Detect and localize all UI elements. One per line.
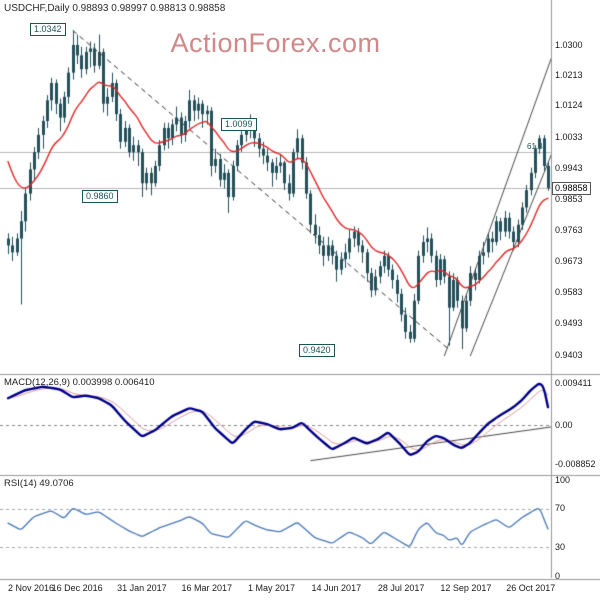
- price-axis-label: 1.0213: [555, 69, 583, 80]
- price-axis-label: 0.9493: [555, 318, 583, 329]
- date-axis-label: 28 Jul 2017: [377, 583, 425, 593]
- date-axis-label: 16 Dec 2016: [51, 583, 103, 593]
- rsi-axis-label: 70: [555, 503, 566, 514]
- rsi-axis-label: 100: [555, 474, 571, 485]
- rsi-axis-label: 0: [555, 570, 561, 581]
- fib-level-label: 61.8: [527, 142, 543, 151]
- current-price-tag: 0.98858: [552, 182, 591, 195]
- price-axis-label: 0.9403: [555, 349, 583, 360]
- price-axis-label: 0.9583: [555, 287, 583, 298]
- price-annotation: 1.0342: [30, 23, 66, 36]
- price-annotation: 1.0099: [221, 118, 257, 131]
- price-axis-label: 1.0033: [555, 131, 583, 142]
- watermark: ActionForex.com: [170, 28, 381, 58]
- rsi-axis-label: 30: [555, 541, 566, 552]
- price-axis-label: 0.9673: [555, 256, 583, 267]
- price-axis-label: 0.9943: [555, 162, 583, 173]
- rsi-indicator-label: RSI(14) 49.0706: [4, 478, 74, 489]
- date-axis-label: 31 Jan 2017: [117, 583, 167, 593]
- price-axis-label: 1.0300: [555, 39, 583, 50]
- price-annotation: 0.9860: [82, 190, 118, 203]
- chart-title: USDCHF,Daily 0.98893 0.98997 0.98813 0.9…: [4, 3, 226, 14]
- date-axis-label: 16 Mar 2017: [181, 583, 232, 593]
- date-axis-label: 14 Jun 2017: [311, 583, 362, 593]
- macd-axis-label: 0.009411: [555, 377, 592, 388]
- date-axis-label: 1 May 2017: [248, 583, 296, 593]
- date-axis-label: 12 Sep 2017: [440, 583, 492, 593]
- price-annotation: 0.9420: [299, 344, 335, 357]
- price-axis-label: 0.9763: [555, 225, 583, 236]
- macd-axis-label: -0.008852: [555, 459, 596, 469]
- date-axis-label: 26 Oct 2017: [506, 583, 556, 593]
- price-axis-label: 0.9853: [555, 193, 583, 204]
- macd-axis-label: 0.00: [555, 419, 573, 430]
- macd-indicator-label: MACD(12,26,9) 0.003998 0.006410: [4, 377, 155, 388]
- price-axis-label: 1.0124: [555, 100, 583, 111]
- date-axis-label: 2 Nov 2016: [7, 583, 55, 593]
